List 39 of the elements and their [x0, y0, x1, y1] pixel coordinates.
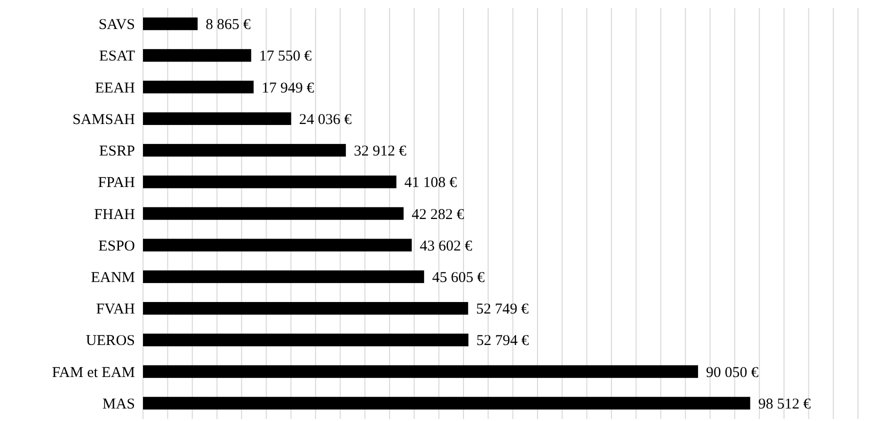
bar [143, 17, 198, 30]
y-tick-label: FVAH [96, 302, 136, 318]
y-tick-label: ESPO [98, 238, 136, 254]
bar [143, 80, 254, 94]
bar [143, 334, 468, 346]
bar [143, 49, 252, 62]
data-label: 32 912 € [354, 144, 407, 160]
y-tick-label: FPAH [98, 175, 136, 192]
data-label: 52 749 € [476, 302, 530, 318]
y-tick-label: EANM [90, 270, 135, 286]
data-label: 42 282 € [412, 206, 465, 223]
bar [143, 144, 346, 157]
data-label: 8 865 € [206, 17, 252, 34]
y-tick-label: FHAH [94, 206, 136, 223]
y-tick-label: ESRP [99, 144, 135, 160]
data-label: 41 108 € [404, 175, 458, 192]
bar [143, 176, 396, 188]
y-tick-label: ESAT [99, 48, 135, 65]
y-tick-label: SAVS [98, 17, 135, 34]
data-label: 45 605 € [432, 270, 486, 286]
data-label: 17 550 € [259, 48, 312, 65]
bar [143, 238, 412, 252]
bar [143, 270, 424, 284]
bar [143, 302, 468, 315]
data-label: 52 794 € [476, 333, 530, 350]
bar [143, 207, 404, 220]
data-label: 98 512 € [758, 396, 812, 412]
data-label: 90 050 € [706, 364, 760, 381]
bar [143, 365, 698, 378]
bar [143, 396, 750, 410]
y-tick-label: FAM et EAM [52, 364, 135, 381]
data-label: 17 949 € [262, 80, 315, 96]
y-tick-label: SAMSAH [72, 112, 136, 128]
data-label: 24 036 € [299, 112, 352, 128]
y-tick-label: MAS [102, 396, 135, 412]
data-label: 43 602 € [420, 238, 473, 254]
bar [143, 112, 292, 125]
y-tick-label: UEROS [86, 333, 135, 350]
y-tick-label: EEAH [95, 80, 136, 96]
